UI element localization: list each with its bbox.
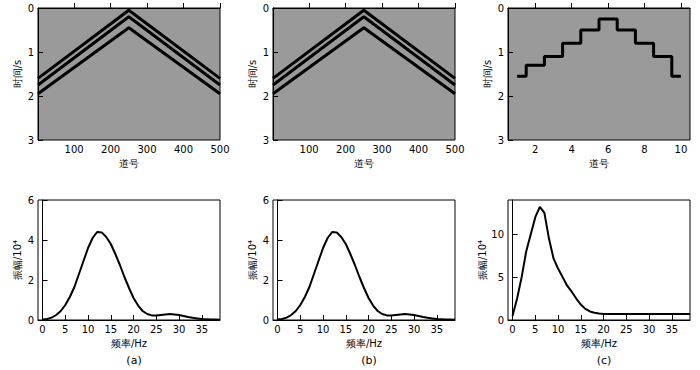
svg-text:25: 25 (620, 324, 633, 335)
svg-text:0: 0 (263, 315, 269, 326)
svg-text:4: 4 (569, 144, 575, 155)
svg-text:5: 5 (498, 272, 504, 283)
svg-text:100: 100 (65, 144, 84, 155)
svg-text:10: 10 (675, 144, 688, 155)
svg-text:30: 30 (408, 324, 421, 335)
svg-text:3: 3 (263, 135, 269, 146)
svg-text:0: 0 (498, 3, 504, 14)
svg-text:20: 20 (127, 324, 140, 335)
svg-text:35: 35 (665, 324, 678, 335)
svg-text:频率/Hz: 频率/Hz (581, 338, 617, 349)
svg-text:200: 200 (101, 144, 120, 155)
svg-text:200: 200 (336, 144, 355, 155)
svg-text:2: 2 (28, 91, 34, 102)
svg-text:0: 0 (28, 3, 34, 14)
svg-text:振幅/10⁴: 振幅/10⁴ (247, 240, 258, 280)
svg-text:35: 35 (430, 324, 443, 335)
svg-text:2: 2 (28, 275, 34, 286)
svg-text:0: 0 (28, 315, 34, 326)
svg-text:10: 10 (491, 229, 504, 240)
svg-text:6: 6 (263, 195, 269, 206)
svg-text:0: 0 (274, 324, 280, 335)
svg-text:15: 15 (104, 324, 117, 335)
svg-text:2: 2 (532, 144, 538, 155)
svg-text:频率/Hz: 频率/Hz (346, 338, 382, 349)
svg-text:时间/s: 时间/s (12, 60, 23, 89)
svg-text:4: 4 (263, 235, 269, 246)
svg-text:道号: 道号 (119, 158, 139, 169)
svg-text:25: 25 (150, 324, 163, 335)
svg-text:(b): (b) (361, 354, 377, 367)
svg-text:2: 2 (498, 91, 504, 102)
svg-text:35: 35 (195, 324, 208, 335)
svg-text:1: 1 (498, 47, 504, 58)
svg-text:3: 3 (28, 135, 34, 146)
svg-text:10: 10 (82, 324, 95, 335)
svg-text:1: 1 (28, 47, 34, 58)
svg-text:10: 10 (552, 324, 565, 335)
svg-text:振幅/10⁴: 振幅/10⁴ (12, 240, 23, 280)
svg-text:5: 5 (297, 324, 303, 335)
svg-text:0: 0 (39, 324, 45, 335)
svg-text:道号: 道号 (589, 158, 609, 169)
svg-text:道号: 道号 (354, 158, 374, 169)
svg-text:100: 100 (300, 144, 319, 155)
svg-text:2: 2 (263, 91, 269, 102)
svg-text:5: 5 (532, 324, 538, 335)
svg-text:振幅/10⁴: 振幅/10⁴ (477, 240, 488, 280)
svg-text:6: 6 (605, 144, 611, 155)
svg-text:8: 8 (641, 144, 647, 155)
svg-text:15: 15 (339, 324, 352, 335)
svg-text:20: 20 (362, 324, 375, 335)
svg-text:2: 2 (263, 275, 269, 286)
svg-text:(c): (c) (597, 354, 612, 367)
svg-text:4: 4 (28, 235, 34, 246)
svg-text:0: 0 (498, 315, 504, 326)
svg-text:20: 20 (597, 324, 610, 335)
svg-text:0: 0 (263, 3, 269, 14)
svg-text:500: 500 (445, 144, 464, 155)
svg-text:500: 500 (210, 144, 229, 155)
svg-text:3: 3 (498, 135, 504, 146)
svg-text:6: 6 (28, 195, 34, 206)
svg-text:频率/Hz: 频率/Hz (111, 338, 147, 349)
svg-text:时间/s: 时间/s (482, 60, 493, 89)
svg-text:400: 400 (409, 144, 428, 155)
svg-text:25: 25 (385, 324, 398, 335)
svg-text:30: 30 (643, 324, 656, 335)
svg-text:300: 300 (373, 144, 392, 155)
svg-text:(a): (a) (126, 354, 141, 367)
svg-text:300: 300 (138, 144, 157, 155)
svg-text:时间/s: 时间/s (247, 60, 258, 89)
svg-text:1: 1 (263, 47, 269, 58)
svg-text:5: 5 (62, 324, 68, 335)
svg-text:10: 10 (317, 324, 330, 335)
svg-text:15: 15 (574, 324, 587, 335)
svg-text:400: 400 (174, 144, 193, 155)
svg-text:30: 30 (173, 324, 186, 335)
svg-text:0: 0 (509, 324, 515, 335)
